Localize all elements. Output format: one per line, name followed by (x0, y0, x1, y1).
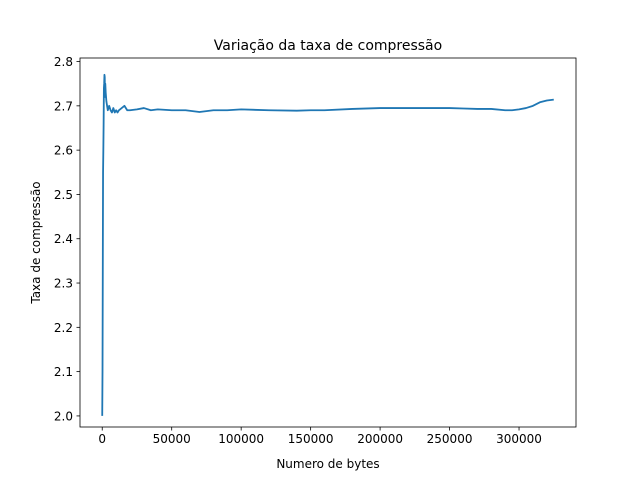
plot-area (101, 73, 554, 416)
chart-title: Variação da taxa de compressão (214, 38, 442, 54)
x-tick-label: 50000 (153, 432, 191, 446)
x-tick-label: 150000 (288, 432, 334, 446)
x-tick-label: 0 (98, 432, 106, 446)
y-axis-ticks: 2.0 2.1 2.2 2.3 2.4 2.5 2.6 2.7 2.8 (54, 55, 80, 423)
x-tick-label: 200000 (357, 432, 403, 446)
y-tick-label: 2.3 (54, 277, 73, 291)
y-tick-label: 2.0 (54, 409, 73, 423)
series-line-taxa-de-compressao (101, 73, 554, 416)
x-tick-label: 250000 (427, 432, 473, 446)
y-tick-label: 2.6 (54, 144, 73, 158)
y-tick-label: 2.2 (54, 321, 73, 335)
y-tick-label: 2.7 (54, 99, 73, 113)
y-axis-label: Taxa de compressão (29, 181, 43, 304)
y-tick-label: 2.5 (54, 188, 73, 202)
x-tick-label: 100000 (218, 432, 264, 446)
axes-frame (79, 57, 577, 428)
y-tick-label: 2.8 (54, 55, 73, 69)
x-tick-label: 300000 (496, 432, 542, 446)
x-axis-label: Numero de bytes (276, 457, 379, 471)
y-tick-label: 2.4 (54, 232, 73, 246)
y-tick-label: 2.1 (54, 365, 73, 379)
x-axis-ticks: 0 50000 100000 150000 200000 250000 300000 (98, 427, 542, 446)
